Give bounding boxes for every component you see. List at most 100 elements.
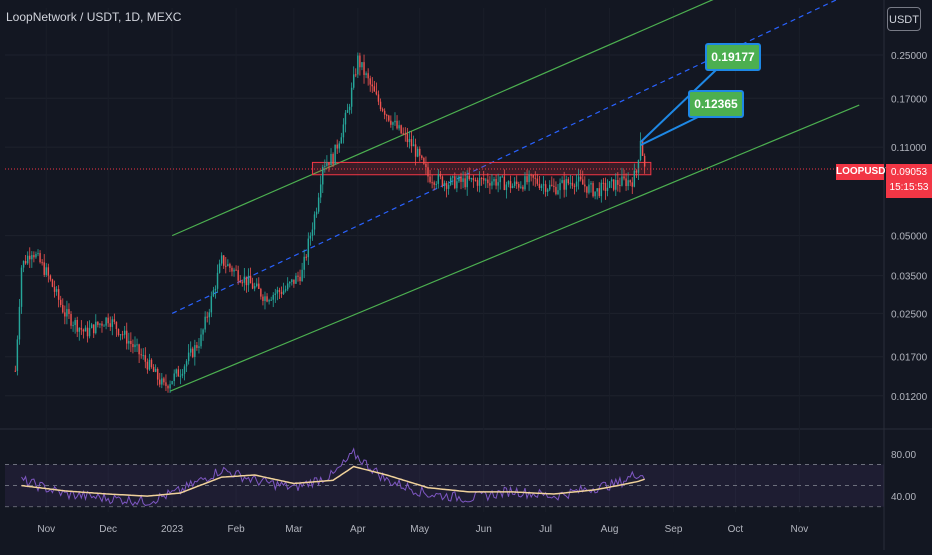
- candle-body: [95, 321, 97, 334]
- candle-body: [167, 385, 169, 389]
- candle-body: [530, 174, 532, 176]
- candle-body: [573, 185, 576, 187]
- candle-body: [421, 155, 423, 159]
- candle-body: [301, 269, 303, 282]
- candle-body: [431, 182, 433, 184]
- candle-body: [181, 373, 184, 376]
- candle-body: [18, 306, 21, 340]
- candle-body: [355, 74, 357, 76]
- candle-body: [443, 182, 446, 186]
- candle-body: [388, 115, 390, 121]
- x-tick-label: Feb: [227, 524, 245, 535]
- candle-body: [629, 180, 631, 183]
- candle-body: [276, 289, 279, 294]
- candle-body: [198, 346, 200, 348]
- candle-body: [313, 214, 316, 230]
- bar-countdown: 15:15:53: [889, 182, 929, 193]
- candle-body: [449, 177, 452, 185]
- candle-body: [390, 120, 392, 125]
- candle-body: [286, 283, 289, 290]
- candle-body: [280, 291, 283, 295]
- candle-body: [150, 359, 153, 367]
- candle-body: [159, 379, 161, 385]
- candle-body: [88, 328, 91, 337]
- candle-body: [365, 73, 367, 75]
- candle-body: [557, 190, 559, 195]
- candle-body: [619, 184, 621, 186]
- candle-body: [373, 86, 376, 92]
- candle-body: [33, 255, 35, 258]
- candle-body: [270, 299, 272, 301]
- candle-body: [80, 327, 83, 330]
- candle-body: [165, 382, 167, 386]
- candle-body: [282, 290, 285, 295]
- candle-body: [476, 180, 479, 186]
- candle-body: [470, 177, 473, 180]
- candle-body: [441, 176, 444, 186]
- candle-body: [439, 174, 442, 177]
- candle-body: [154, 368, 157, 372]
- candle-body: [352, 74, 355, 88]
- candle-body: [76, 319, 78, 332]
- candle-body: [472, 177, 475, 181]
- y-tick-label: 0.02500: [891, 309, 928, 320]
- candle-body: [435, 183, 437, 185]
- candle-body: [200, 334, 202, 347]
- rsi-tick-label: 40.00: [891, 492, 916, 503]
- candle-body: [293, 279, 295, 284]
- candle-body: [604, 182, 607, 191]
- candle-body: [495, 179, 497, 186]
- candle-body: [140, 354, 142, 356]
- candle-body: [546, 189, 549, 192]
- candle-body: [249, 275, 252, 284]
- candle-body: [62, 304, 64, 313]
- candle-body: [594, 191, 596, 197]
- candle-body: [381, 109, 384, 111]
- candle-body: [493, 179, 495, 182]
- candle-body: [520, 186, 522, 188]
- candle-body: [559, 182, 561, 191]
- candle-body: [371, 84, 374, 87]
- candle-body: [549, 184, 551, 190]
- candle-body: [563, 180, 565, 190]
- candle-body: [462, 178, 464, 182]
- candle-body: [37, 253, 39, 255]
- candle-body: [109, 323, 111, 327]
- candle-body: [136, 344, 138, 346]
- candle-body: [49, 275, 52, 280]
- candle-body: [45, 267, 47, 275]
- candle-body: [344, 112, 347, 125]
- candle-body: [456, 181, 458, 189]
- candle-body: [121, 334, 124, 336]
- candle-body: [264, 296, 266, 301]
- candle-body: [274, 293, 277, 295]
- candle-body: [598, 188, 600, 197]
- candle-body: [458, 176, 460, 182]
- candle-body: [544, 184, 547, 192]
- candle-body: [340, 137, 343, 144]
- candle-body: [247, 275, 250, 286]
- x-tick-label: Oct: [728, 524, 744, 535]
- candle-body: [289, 281, 291, 284]
- candle-body: [497, 182, 499, 186]
- candle-body: [513, 181, 516, 186]
- candle-body: [538, 183, 541, 189]
- y-tick-label: 0.05000: [891, 232, 928, 243]
- currency-badge[interactable]: USDT: [887, 7, 921, 31]
- rsi-ma-line: [21, 465, 645, 497]
- candle-body: [584, 184, 586, 187]
- candle-body: [359, 55, 361, 68]
- candle-body: [437, 174, 440, 184]
- candle-body: [565, 179, 567, 190]
- callout-lower: 0.12365: [688, 90, 744, 118]
- candle-body: [447, 184, 450, 189]
- candle-body: [84, 327, 87, 332]
- candle-body: [452, 176, 454, 178]
- candle-body: [70, 313, 72, 326]
- callout-pointer-upper: [639, 69, 717, 143]
- x-tick-label: Nov: [791, 524, 809, 535]
- candle-body: [410, 139, 413, 147]
- y-tick-label: 0.11000: [891, 143, 927, 154]
- candle-body: [260, 288, 262, 297]
- candle-body: [330, 154, 332, 166]
